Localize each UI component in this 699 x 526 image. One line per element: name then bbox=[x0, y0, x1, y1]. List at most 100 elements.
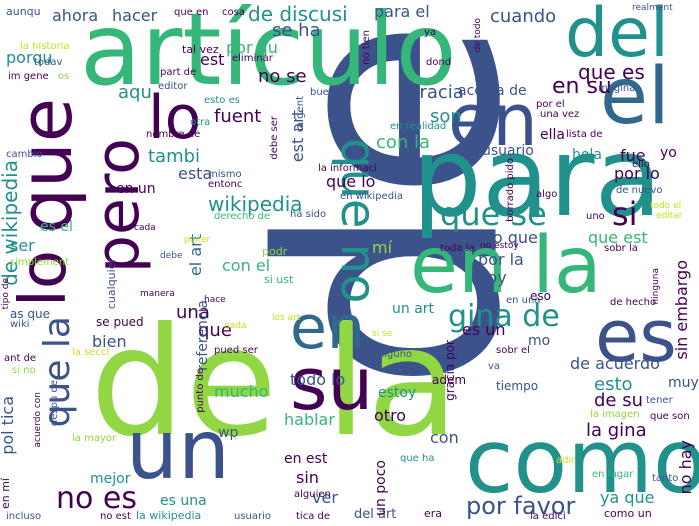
word: sobr la bbox=[604, 243, 638, 254]
word: en realidad bbox=[390, 121, 447, 132]
word: es bbox=[595, 294, 677, 378]
word: ant de bbox=[4, 353, 37, 364]
word: nombre de bbox=[146, 129, 201, 140]
word: derecho de bbox=[214, 211, 271, 222]
word: nada bbox=[224, 321, 247, 331]
word: en mí bbox=[0, 478, 12, 510]
word: la imagen bbox=[590, 409, 640, 420]
word: por el bbox=[536, 99, 565, 110]
word: sin embargo bbox=[672, 260, 691, 360]
word: manera bbox=[140, 289, 175, 299]
word: en wikipedia bbox=[340, 191, 403, 202]
word: fue bbox=[620, 146, 646, 165]
word: era bbox=[424, 507, 443, 520]
word: wp bbox=[218, 425, 239, 441]
word: que est bbox=[588, 228, 648, 247]
word: creo que bbox=[468, 228, 538, 247]
word: porqu bbox=[6, 48, 53, 67]
word: ello bbox=[632, 159, 650, 170]
word: todav bbox=[34, 57, 63, 68]
word: con el bbox=[222, 256, 271, 275]
word: un art bbox=[392, 301, 435, 317]
word: esto bbox=[594, 374, 633, 395]
word: cambio bbox=[6, 149, 43, 160]
word: por qu bbox=[226, 38, 278, 57]
word: tal vez bbox=[182, 43, 219, 56]
word: aunqu bbox=[6, 5, 41, 18]
word: de la bbox=[90, 296, 459, 470]
word: todo el bbox=[650, 201, 682, 211]
word: si bbox=[612, 195, 638, 233]
word: esto es bbox=[204, 95, 240, 106]
word: en un bbox=[116, 181, 156, 197]
word: tipo de bbox=[1, 278, 11, 310]
word: como bbox=[465, 410, 699, 513]
word: otro bbox=[374, 406, 407, 425]
word: la edici bbox=[530, 511, 566, 522]
word: dond bbox=[426, 57, 452, 68]
word: de todo bbox=[473, 18, 483, 53]
word: que no bbox=[330, 138, 386, 304]
word: no se bbox=[258, 66, 307, 87]
word: en lugar bbox=[592, 469, 634, 480]
word: de acuerdo bbox=[570, 354, 660, 373]
word: fuent bbox=[214, 106, 262, 127]
word: muy bbox=[668, 375, 699, 391]
word: en la bbox=[410, 221, 602, 311]
word: bueno bbox=[310, 87, 342, 98]
word: estoy bbox=[378, 385, 417, 401]
word: podr bbox=[262, 245, 288, 258]
word: ir bbox=[380, 155, 387, 166]
word: los art bbox=[272, 313, 301, 323]
word: hablar bbox=[284, 410, 335, 429]
word: la informaci bbox=[318, 163, 377, 174]
word: su bbox=[290, 342, 374, 426]
word: de hecho bbox=[610, 297, 657, 308]
word: es una bbox=[160, 493, 207, 509]
word: sin bbox=[296, 468, 319, 487]
word: que ha bbox=[400, 453, 435, 464]
word: im gene bbox=[8, 71, 49, 82]
word: bien bbox=[92, 332, 127, 351]
word: no tien bbox=[361, 30, 372, 65]
word: editar bbox=[656, 211, 683, 221]
word: tiempo bbox=[496, 379, 539, 393]
word: mi gina bbox=[598, 83, 636, 94]
word: ninguna bbox=[651, 268, 661, 305]
word: gina de bbox=[448, 299, 560, 334]
word: tambi bbox=[148, 146, 201, 167]
word: gracia bbox=[408, 82, 464, 103]
word: debe bbox=[160, 251, 183, 261]
word: mí bbox=[372, 238, 393, 257]
word: la mayor bbox=[72, 433, 117, 444]
word: el bbox=[600, 52, 670, 142]
word: hola bbox=[572, 147, 602, 163]
word: mismo bbox=[208, 169, 242, 180]
word: os bbox=[58, 71, 70, 82]
word: est art bbox=[288, 110, 307, 163]
word: de su bbox=[594, 390, 644, 411]
word: gracia por bbox=[443, 340, 457, 401]
word: un poco bbox=[373, 460, 389, 516]
word: editor bbox=[158, 81, 188, 92]
word: de nuevo bbox=[616, 185, 663, 196]
word: la gina bbox=[586, 420, 647, 441]
word: aqu bbox=[118, 82, 152, 103]
word: debe ser bbox=[269, 116, 280, 160]
word: se ha bbox=[272, 20, 321, 41]
word: ver bbox=[312, 488, 338, 507]
word: tica de bbox=[296, 511, 331, 522]
word: mucho bbox=[214, 382, 269, 401]
word: que en bbox=[174, 7, 209, 18]
word: poner bbox=[184, 235, 211, 245]
word: por lo bbox=[614, 164, 660, 183]
word: de usuario bbox=[460, 143, 534, 159]
word: hace bbox=[204, 295, 226, 305]
word: pued ser bbox=[214, 345, 258, 356]
word: artículo bbox=[80, 0, 457, 108]
word: part de bbox=[160, 67, 197, 78]
word: es un bbox=[462, 320, 506, 339]
word: voy bbox=[478, 268, 507, 287]
word: mo bbox=[528, 333, 551, 349]
